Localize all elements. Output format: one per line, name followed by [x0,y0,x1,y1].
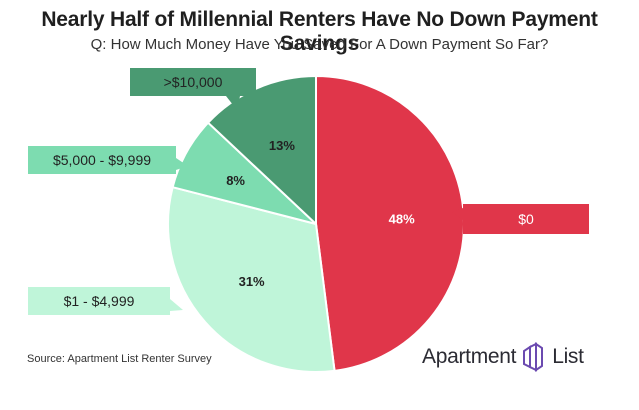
slice-category-callout: $1 - $4,999 [28,287,183,315]
slice-category-callout: $0 [452,204,589,234]
apartment-list-icon [523,342,544,372]
chart-title: Nearly Half of Millennial Renters Have N… [41,8,598,55]
slice-value-label: 48% [389,212,415,227]
brand-name-right: List [552,345,584,368]
slice-category-label: $5,000 - $9,999 [53,152,151,168]
pie-slice [206,74,317,227]
brand-logo: Apartment List [422,342,584,372]
slice-value-label: 8% [226,173,245,188]
slice-value-label: 13% [269,138,295,153]
slice-value-label: 31% [239,274,265,289]
slice-category-label: >$10,000 [164,74,223,90]
slice-category-callout: >$10,000 [130,68,256,110]
slice-category-label: $0 [518,211,534,227]
brand-name-left: Apartment [422,345,517,368]
chart-subtitle: Q: How Much Money Have You Saved For A D… [90,36,549,53]
slice-category-callout: $5,000 - $9,999 [28,146,188,174]
slice-category-label: $1 - $4,999 [64,293,135,309]
source-note: Source: Apartment List Renter Survey [27,353,212,365]
pie-slice [167,185,336,373]
